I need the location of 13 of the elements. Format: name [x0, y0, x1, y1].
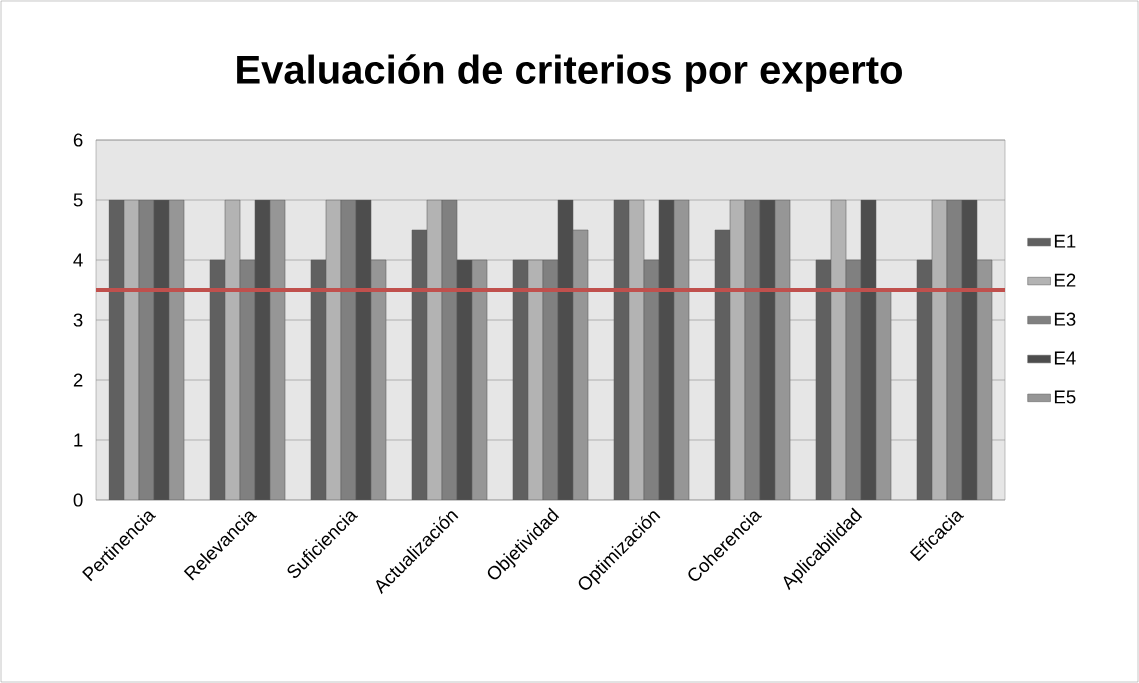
y-tick-label: 5 — [73, 193, 83, 207]
chart-title: Evaluación de criterios por experto — [237, 54, 902, 92]
y-tick-label: 4 — [73, 253, 83, 267]
legend-label: E2 — [1054, 273, 1076, 287]
legend-label: E4 — [1054, 351, 1076, 365]
y-tick-label: 1 — [74, 433, 83, 447]
legend-label: E3 — [1054, 312, 1076, 326]
y-tick-label: 3 — [73, 313, 83, 327]
y-tick-label: 0 — [73, 493, 83, 507]
legend-label: E1 — [1054, 234, 1076, 248]
y-tick-label: 6 — [73, 133, 83, 147]
y-tick-label: 2 — [73, 373, 83, 387]
legend-label: E5 — [1054, 390, 1076, 404]
